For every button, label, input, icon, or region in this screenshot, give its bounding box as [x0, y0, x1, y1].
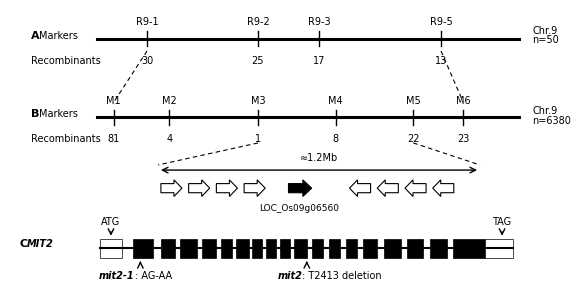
Text: Chr.9: Chr.9 [533, 26, 558, 37]
Bar [236, 239, 248, 258]
Text: M3: M3 [251, 96, 265, 106]
Polygon shape [244, 180, 265, 196]
Text: Markers: Markers [39, 31, 78, 41]
Polygon shape [350, 180, 371, 196]
Text: 8: 8 [332, 134, 339, 144]
Bar [384, 239, 401, 258]
Text: R9-1: R9-1 [135, 17, 158, 28]
Bar [161, 239, 175, 258]
Text: ATG: ATG [101, 217, 120, 227]
Bar [252, 239, 262, 258]
Text: 13: 13 [435, 56, 447, 65]
Text: Recombinants: Recombinants [31, 134, 100, 144]
Bar [364, 239, 378, 258]
Text: n=6380: n=6380 [533, 116, 571, 126]
Text: 17: 17 [313, 56, 325, 65]
Text: Chr.9: Chr.9 [533, 106, 558, 116]
Text: 22: 22 [407, 134, 420, 144]
Text: mit2: mit2 [277, 271, 302, 281]
Text: R9-3: R9-3 [307, 17, 330, 28]
Text: M4: M4 [328, 96, 343, 106]
Polygon shape [288, 180, 312, 196]
Text: Recombinants: Recombinants [31, 56, 100, 65]
Bar [280, 239, 290, 258]
Bar [294, 239, 307, 258]
Text: M2: M2 [162, 96, 177, 106]
Text: A: A [31, 31, 39, 41]
Text: 30: 30 [141, 56, 153, 65]
Text: LOC_Os09g06560: LOC_Os09g06560 [259, 204, 339, 213]
Text: 25: 25 [252, 56, 264, 65]
Text: B: B [31, 109, 39, 119]
Polygon shape [405, 180, 426, 196]
Text: Markers: Markers [39, 109, 78, 119]
Polygon shape [433, 180, 454, 196]
Polygon shape [189, 180, 210, 196]
Bar [329, 239, 340, 258]
Bar [430, 239, 446, 258]
Text: M6: M6 [456, 96, 471, 106]
Text: : T2413 deletion: : T2413 deletion [302, 271, 382, 281]
Bar [406, 239, 423, 258]
Bar [203, 239, 217, 258]
Bar [100, 239, 122, 258]
Text: 4: 4 [166, 134, 173, 144]
Text: MIT2: MIT2 [27, 239, 54, 249]
Bar [180, 239, 197, 258]
Text: : AG-AA: : AG-AA [135, 271, 172, 281]
Bar [346, 239, 357, 258]
Text: mit2-1: mit2-1 [99, 271, 135, 281]
Text: R9-5: R9-5 [430, 17, 452, 28]
Text: TAG: TAG [493, 217, 512, 227]
Bar [266, 239, 276, 258]
Bar [312, 239, 324, 258]
Bar [485, 239, 513, 258]
Text: 81: 81 [108, 134, 120, 144]
Text: M5: M5 [406, 96, 421, 106]
Polygon shape [378, 180, 398, 196]
Polygon shape [217, 180, 237, 196]
Text: ≈1.2Mb: ≈1.2Mb [300, 153, 338, 162]
Bar [133, 239, 152, 258]
Text: M1: M1 [107, 96, 121, 106]
Polygon shape [161, 180, 182, 196]
Text: C: C [20, 239, 28, 249]
Text: n=50: n=50 [533, 35, 559, 45]
Bar [453, 239, 485, 258]
Text: R9-2: R9-2 [247, 17, 269, 28]
Text: 23: 23 [457, 134, 470, 144]
Text: 1: 1 [255, 134, 261, 144]
Bar [221, 239, 232, 258]
